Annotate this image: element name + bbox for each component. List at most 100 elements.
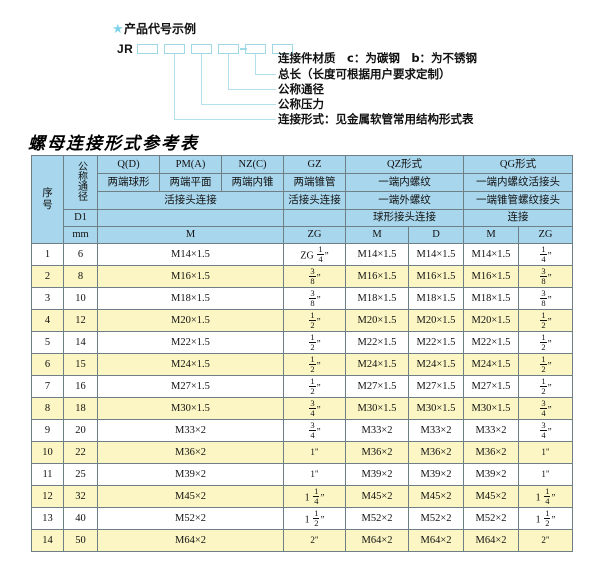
header-group-code-3: NZ(C) bbox=[221, 155, 284, 174]
cell-qz-m: M14×1.5 bbox=[345, 243, 409, 266]
page-title: 螺母连接形式参考表 bbox=[28, 134, 199, 154]
cell-gz-zg: 1 2” bbox=[283, 309, 346, 332]
cell-m-qpn: M30×1.5 bbox=[97, 397, 284, 420]
header-group-form-1: 两端球形 bbox=[97, 173, 160, 192]
code-box-2 bbox=[164, 44, 185, 54]
product-code-diagram: ★ 产品代号示例 JR 连接件材质 c：为碳钢 b：为不锈钢 总长（长度可根据用户… bbox=[0, 0, 600, 125]
code-box-3 bbox=[191, 44, 212, 54]
cell-qg-m: M39×2 bbox=[463, 463, 519, 486]
cell-qg-zg: 1" bbox=[517, 441, 574, 464]
cell-m-qpn: M64×2 bbox=[97, 529, 284, 552]
table-row: 12 32 M45×2 1 1 4” M45×2 M45×2 M45×2 1 1 4” bbox=[31, 485, 574, 508]
header-sub-qz-m: M bbox=[345, 226, 409, 244]
cell-qg-m: M30×1.5 bbox=[463, 397, 519, 420]
annotation-label-2: 总长（长度可根据用户要求定制） bbox=[278, 67, 451, 81]
cell-seq: 11 bbox=[31, 463, 64, 486]
cell-qz-d: M36×2 bbox=[408, 441, 464, 464]
cell-m-qpn: M18×1.5 bbox=[97, 287, 284, 310]
table-row: 14 50 M64×2 2" M64×2 M64×2 M64×2 2" bbox=[31, 529, 574, 552]
table-row: 8 18 M30×1.5 3 4” M30×1.5 M30×1.5 M30×1.5 3 4” bbox=[31, 397, 574, 420]
header-extra-blank-2 bbox=[283, 209, 346, 227]
table-row: 2 8 M16×1.5 3 8” M16×1.5 M16×1.5 M16×1.5 3 8” bbox=[31, 265, 574, 288]
cell-qz-m: M18×1.5 bbox=[345, 287, 409, 310]
cell-qz-d: M52×2 bbox=[408, 507, 464, 530]
header-group-form-2: 两端平面 bbox=[159, 173, 222, 192]
header-sub-qz-d: D bbox=[408, 226, 464, 244]
cell-seq: 3 bbox=[31, 287, 64, 310]
table-row: 1 6 M14×1.5 ZG 1 4” M14×1.5 M14×1.5 M14×1.5 1 4” bbox=[31, 243, 574, 266]
header-seq-line1: 序 bbox=[42, 188, 53, 200]
code-box-4 bbox=[218, 44, 239, 54]
cell-seq: 1 bbox=[31, 243, 64, 266]
cell-gz-zg: 2" bbox=[283, 529, 346, 552]
cell-qz-d: M64×2 bbox=[408, 529, 464, 552]
header-conn-5: 一端外螺纹 bbox=[345, 191, 464, 210]
cell-qg-m: M24×1.5 bbox=[463, 353, 519, 376]
cell-qg-zg: 1 2” bbox=[517, 375, 574, 398]
cell-seq: 8 bbox=[31, 397, 64, 420]
header-extra-blank-1 bbox=[97, 209, 284, 227]
cell-bore: 10 bbox=[63, 287, 98, 310]
cell-bore: 18 bbox=[63, 397, 98, 420]
header-bore-d1: D1 bbox=[63, 209, 98, 227]
cell-gz-zg: 3 4” bbox=[283, 419, 346, 442]
spec-table-body: 序号公称通径 Q(D) PM(A) NZ(C) GZ QZ形式 QG形式 两端球形 两端平面 两端… bbox=[31, 155, 574, 552]
cell-gz-zg: 3 8” bbox=[283, 265, 346, 288]
cell-seq: 7 bbox=[31, 375, 64, 398]
cell-m-qpn: M22×1.5 bbox=[97, 331, 284, 354]
cell-gz-zg: 1 1 4” bbox=[283, 485, 346, 508]
cell-bore: 6 bbox=[63, 243, 98, 266]
leader-line-vertical-1 bbox=[282, 54, 284, 58]
cell-qz-d: M14×1.5 bbox=[408, 243, 464, 266]
leader-line-vertical-4 bbox=[201, 54, 203, 104]
cell-qg-m: M18×1.5 bbox=[463, 287, 519, 310]
cell-gz-zg: 1 2” bbox=[283, 331, 346, 354]
cell-bore: 20 bbox=[63, 419, 98, 442]
header-group-code-4: GZ bbox=[283, 155, 346, 174]
cell-bore: 32 bbox=[63, 485, 98, 508]
header-conn-4: 活接头连接 bbox=[283, 191, 346, 210]
cell-qg-zg: 3 8” bbox=[517, 287, 574, 310]
cell-bore: 8 bbox=[63, 265, 98, 288]
table-row: 7 16 M27×1.5 1 2” M27×1.5 M27×1.5 M27×1.5 1 2” bbox=[31, 375, 574, 398]
cell-seq: 2 bbox=[31, 265, 64, 288]
cell-bore: 16 bbox=[63, 375, 98, 398]
cell-qg-m: M45×2 bbox=[463, 485, 519, 508]
code-box-6 bbox=[272, 44, 293, 54]
cell-qg-zg: 1 4” bbox=[517, 243, 574, 266]
cell-qz-m: M24×1.5 bbox=[345, 353, 409, 376]
cell-qz-m: M33×2 bbox=[345, 419, 409, 442]
header-sub-qg-m: M bbox=[463, 226, 519, 244]
cell-m-qpn: M39×2 bbox=[97, 463, 284, 486]
table-row: 6 15 M24×1.5 1 2” M24×1.5 M24×1.5 M24×1.5 1 2” bbox=[31, 353, 574, 376]
header-bore-label: 公称通径 bbox=[75, 160, 87, 201]
cell-gz-zg: 1" bbox=[283, 441, 346, 464]
cell-gz-zg: ZG 1 4” bbox=[283, 243, 346, 266]
cell-qz-d: M18×1.5 bbox=[408, 287, 464, 310]
table-row: 9 20 M33×2 3 4” M33×2 M33×2 M33×2 3 4” bbox=[31, 419, 574, 442]
code-box-5 bbox=[245, 44, 266, 54]
cell-gz-zg: 1 2” bbox=[283, 375, 346, 398]
cell-qz-m: M64×2 bbox=[345, 529, 409, 552]
star-icon: ★ bbox=[112, 21, 124, 36]
leader-line-horizontal-3 bbox=[228, 89, 276, 91]
cell-bore: 50 bbox=[63, 529, 98, 552]
cell-seq: 12 bbox=[31, 485, 64, 508]
header-group-form-5: 一端内螺纹 bbox=[345, 173, 464, 192]
cell-m-qpn: M14×1.5 bbox=[97, 243, 284, 266]
cell-qg-m: M22×1.5 bbox=[463, 331, 519, 354]
cell-qz-m: M52×2 bbox=[345, 507, 409, 530]
cell-bore: 40 bbox=[63, 507, 98, 530]
leader-line-vertical-2 bbox=[255, 54, 257, 74]
cell-qg-m: M14×1.5 bbox=[463, 243, 519, 266]
cell-qg-zg: 2" bbox=[517, 529, 574, 552]
header-group-code-1: Q(D) bbox=[97, 155, 160, 174]
annotation-label-5: 连接形式：见金属软管常用结构形式表 bbox=[278, 112, 474, 126]
cell-qz-d: M20×1.5 bbox=[408, 309, 464, 332]
cell-qz-d: M22×1.5 bbox=[408, 331, 464, 354]
leader-line-horizontal-4 bbox=[201, 104, 276, 106]
cell-m-qpn: M27×1.5 bbox=[97, 375, 284, 398]
spec-table-container: 序号公称通径 Q(D) PM(A) NZ(C) GZ QZ形式 QG形式 两端球形 两端平面 两端… bbox=[31, 155, 574, 552]
cell-qg-m: M36×2 bbox=[463, 441, 519, 464]
diagram-title: 产品代号示例 bbox=[124, 22, 197, 36]
